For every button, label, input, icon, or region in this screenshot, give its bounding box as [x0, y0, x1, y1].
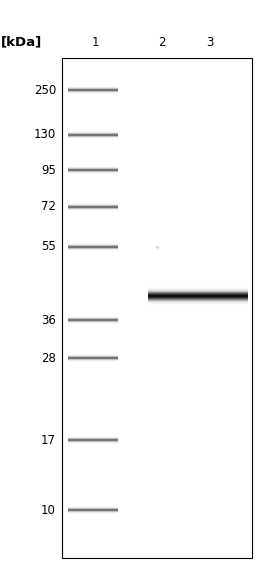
Text: 55: 55: [41, 240, 56, 253]
Text: 17: 17: [41, 434, 56, 447]
Text: 36: 36: [41, 313, 56, 327]
Text: 130: 130: [34, 129, 56, 141]
Text: 2: 2: [158, 35, 166, 49]
Text: 3: 3: [206, 35, 214, 49]
Text: 1: 1: [91, 35, 99, 49]
Text: 10: 10: [41, 503, 56, 517]
Bar: [62, 58, 252, 558]
Text: 28: 28: [41, 352, 56, 364]
Text: [kDa]: [kDa]: [1, 35, 43, 49]
Text: 95: 95: [41, 164, 56, 177]
Text: 250: 250: [34, 84, 56, 97]
Text: 72: 72: [41, 201, 56, 213]
